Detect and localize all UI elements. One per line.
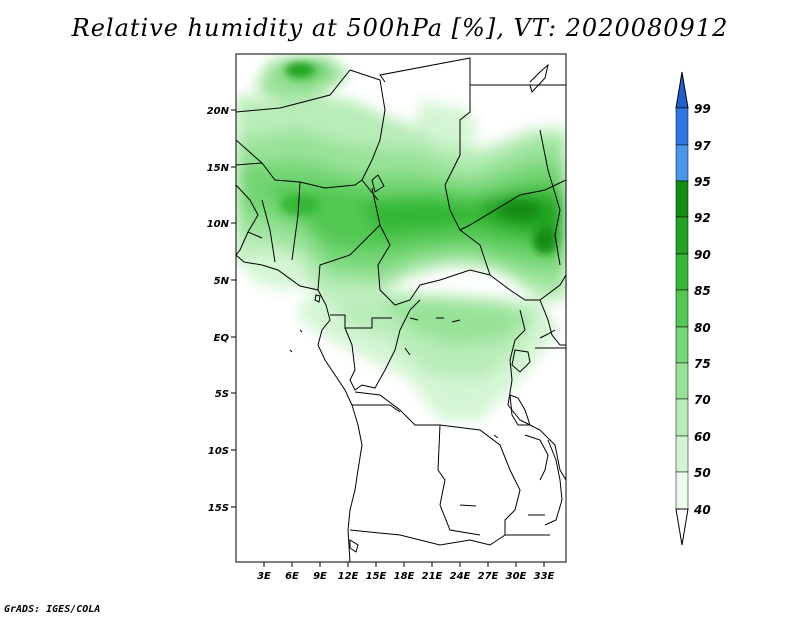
colorbar-labels: 99 97 95 92 90 85 80 75 70 60 50 40 bbox=[693, 102, 711, 517]
lon-label: 6E bbox=[285, 571, 299, 582]
colorbar-segment bbox=[675, 471, 689, 510]
lon-label: 9E bbox=[313, 571, 327, 582]
colorbar-segment bbox=[675, 216, 689, 255]
lat-label: 15S bbox=[208, 503, 229, 514]
lon-label: 21E bbox=[422, 571, 443, 582]
colorbar-segment bbox=[675, 144, 689, 182]
credit-label: GrADS: IGES/COLA bbox=[4, 604, 101, 615]
colorbar-label: 50 bbox=[694, 466, 711, 480]
colorbar-label: 80 bbox=[694, 321, 711, 335]
colorbar-top-arrow bbox=[675, 71, 689, 109]
lon-label: 24E bbox=[450, 571, 471, 582]
lon-label: 18E bbox=[394, 571, 415, 582]
colorbar-segment bbox=[675, 435, 689, 473]
colorbar-label: 99 bbox=[694, 102, 711, 116]
lat-label: 10N bbox=[207, 219, 230, 230]
lon-labels: 3E 6E 9E 12E 15E 18E 21E 24E 27E 30E 33E bbox=[257, 571, 554, 582]
chart-title: Relative humidity at 500hPa [%], VT: 202… bbox=[71, 14, 729, 42]
lat-label: 20N bbox=[207, 106, 230, 117]
lon-label: 33E bbox=[534, 571, 555, 582]
colorbar-segment bbox=[675, 362, 689, 400]
colorbar-label: 90 bbox=[694, 248, 711, 262]
humidity-shading bbox=[236, 58, 566, 420]
lat-label: 15N bbox=[207, 163, 230, 174]
colorbar-segment bbox=[675, 107, 689, 146]
colorbar-label: 85 bbox=[694, 284, 711, 298]
colorbar-segment bbox=[675, 398, 689, 437]
colorbar bbox=[675, 71, 689, 546]
colorbar-segment bbox=[675, 289, 689, 328]
lon-label: 30E bbox=[506, 571, 527, 582]
colorbar-label: 97 bbox=[694, 139, 711, 153]
colorbar-segment bbox=[675, 180, 689, 218]
lat-label: EQ bbox=[214, 333, 230, 344]
colorbar-label: 92 bbox=[694, 211, 711, 225]
colorbar-label: 95 bbox=[694, 175, 711, 189]
colorbar-label: 60 bbox=[694, 430, 711, 444]
lon-label: 12E bbox=[338, 571, 359, 582]
colorbar-bottom-arrow bbox=[675, 508, 689, 546]
lon-label: 15E bbox=[366, 571, 387, 582]
colorbar-segment bbox=[675, 253, 689, 291]
colorbar-label: 75 bbox=[694, 357, 711, 371]
lat-label: 5S bbox=[215, 389, 229, 400]
lat-label: 5N bbox=[214, 276, 230, 287]
lat-label: 10S bbox=[208, 446, 229, 457]
lat-ticks bbox=[231, 109, 236, 508]
lon-label: 27E bbox=[478, 571, 499, 582]
lat-labels: 20N 15N 10N 5N EQ 5S 10S 15S bbox=[207, 106, 230, 514]
lon-label: 3E bbox=[257, 571, 271, 582]
colorbar-label: 40 bbox=[693, 503, 711, 517]
colorbar-segment bbox=[675, 326, 689, 364]
map-frame bbox=[235, 53, 567, 563]
country-boundaries bbox=[236, 57, 566, 562]
colorbar-label: 70 bbox=[694, 393, 711, 407]
lon-ticks bbox=[263, 562, 545, 567]
